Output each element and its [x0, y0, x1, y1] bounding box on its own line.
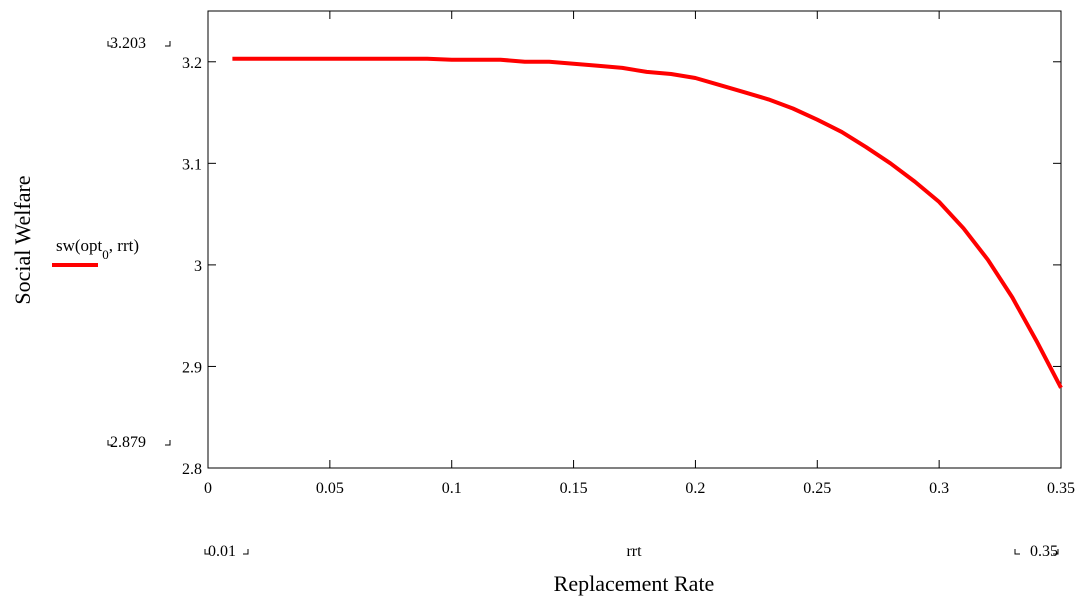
legend-label: sw(opt0, rrt)	[56, 236, 139, 262]
x-tick-label: 0.25	[803, 480, 831, 497]
legend: sw(opt0, rrt)	[52, 236, 139, 267]
y-tick-label: 3.2	[182, 55, 202, 72]
x-tick-label: 0.3	[929, 480, 949, 497]
y-axis-ticks: 2.8 2.9 3 3.1 3.2	[182, 55, 1061, 478]
y-axis-title: Social Welfare	[10, 175, 35, 304]
series-layer	[232, 56, 1063, 389]
x-tick-label: 0	[204, 480, 212, 497]
y-tick-label: 2.9	[182, 359, 202, 376]
series-line	[232, 56, 1063, 389]
x-tick-label: 0.05	[316, 480, 344, 497]
y-tick-label: 2.8	[182, 461, 202, 478]
x-max-range-label: 0.35	[1030, 543, 1058, 560]
range-brackets	[107, 41, 1059, 555]
plot-frame	[207, 10, 1062, 469]
x-variable-label: rrt	[626, 543, 642, 560]
x-tick-label: 0.15	[560, 480, 588, 497]
x-tick-label: 0.1	[442, 480, 462, 497]
y-min-range-label: 2.879	[110, 434, 146, 451]
x-min-range-label: 0.01	[208, 543, 236, 560]
y-tick-label: 3.1	[182, 156, 202, 173]
y-max-range-label: 3.203	[110, 35, 146, 52]
x-tick-label: 0.35	[1047, 480, 1075, 497]
y-tick-label: 3	[194, 258, 202, 275]
x-axis-title: Replacement Rate	[554, 571, 715, 596]
x-tick-label: 0.2	[685, 480, 705, 497]
x-axis-ticks: 0 0.05 0.1 0.15 0.2 0.25 0.3 0.35	[204, 11, 1075, 497]
